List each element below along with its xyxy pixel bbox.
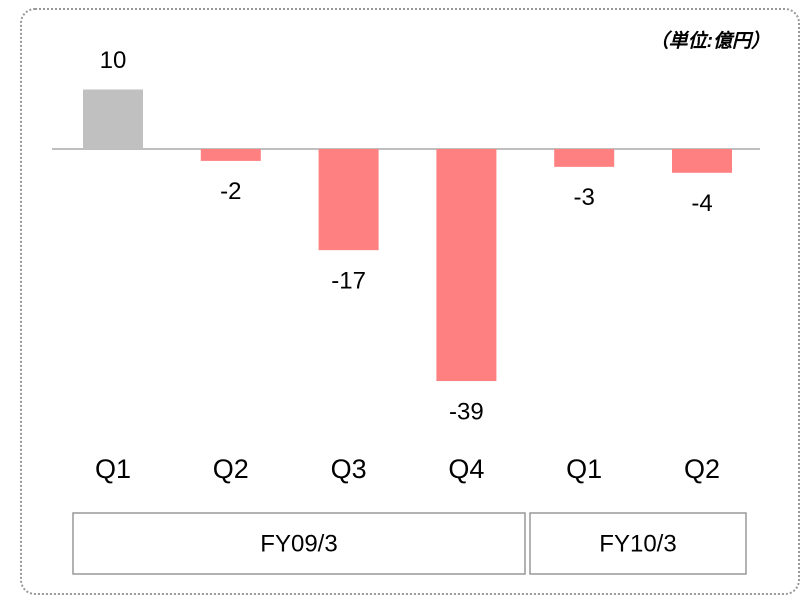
value-label: -17 [331, 267, 366, 294]
bar [83, 89, 143, 149]
bar [200, 149, 261, 161]
x-tick-label: Q2 [213, 454, 249, 484]
bar [436, 149, 497, 382]
bar [672, 149, 732, 173]
group-box [72, 512, 526, 575]
group-label: FY10/3 [599, 530, 676, 557]
value-label: -39 [449, 398, 484, 425]
value-label: -3 [574, 184, 595, 211]
x-tick-label: Q1 [566, 454, 602, 484]
frame [20, 8, 800, 595]
x-tick-label: Q2 [684, 454, 720, 484]
group-label: FY09/3 [260, 530, 337, 557]
group-box [529, 512, 747, 575]
bar [318, 149, 379, 251]
x-tick-label: Q3 [331, 454, 367, 484]
bar [554, 149, 615, 167]
value-label: -2 [220, 178, 241, 205]
x-tick-label: Q1 [95, 454, 131, 484]
value-label: -4 [691, 190, 712, 217]
unit-annotation: （単位:億円） [650, 30, 770, 52]
x-tick-label: Q4 [448, 454, 484, 484]
value-label: 10 [100, 47, 127, 74]
